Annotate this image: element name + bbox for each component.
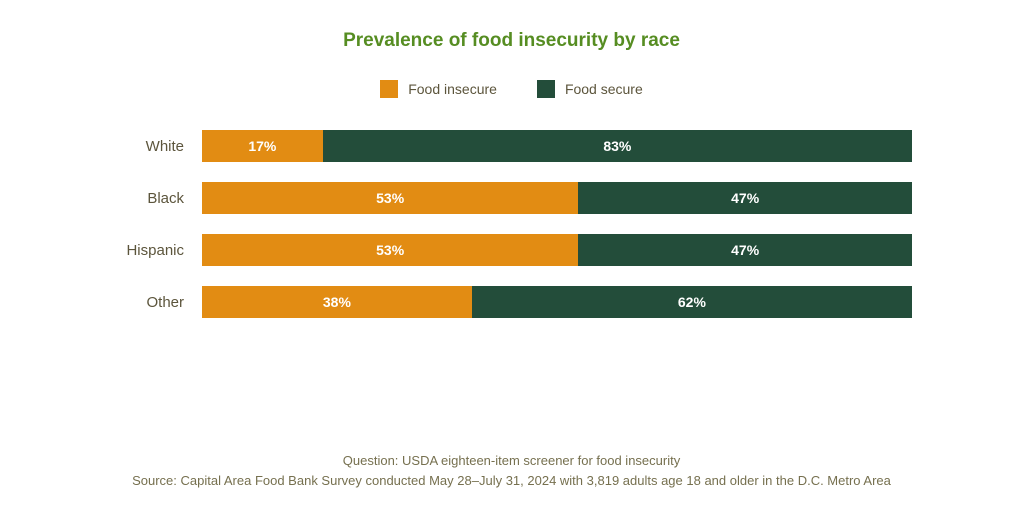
category-label: Hispanic [112, 242, 202, 259]
category-label: Black [112, 190, 202, 207]
chart-container: Prevalence of food insecurity by race Fo… [0, 0, 1023, 526]
bar-row: White 17% 83% [112, 130, 912, 162]
chart-title: Prevalence of food insecurity by race [0, 30, 1023, 52]
bar-segment-insecure: 53% [202, 234, 578, 266]
bar-row: Other 38% 62% [112, 286, 912, 318]
bar-segment-secure: 62% [472, 286, 912, 318]
chart-footer: Question: USDA eighteen-item screener fo… [0, 451, 1023, 490]
legend-label-secure: Food secure [565, 81, 643, 97]
bar-chart: White 17% 83% Black 53% 47% Hispanic 53%… [112, 130, 912, 318]
bar-segment-insecure: 17% [202, 130, 323, 162]
bar: 53% 47% [202, 234, 912, 266]
bar-row: Hispanic 53% 47% [112, 234, 912, 266]
category-label: Other [112, 294, 202, 311]
footer-question: Question: USDA eighteen-item screener fo… [0, 451, 1023, 471]
footer-source: Source: Capital Area Food Bank Survey co… [0, 471, 1023, 491]
category-label: White [112, 138, 202, 155]
legend: Food insecure Food secure [0, 80, 1023, 98]
bar-segment-insecure: 38% [202, 286, 472, 318]
legend-swatch-secure [537, 80, 555, 98]
legend-label-insecure: Food insecure [408, 81, 497, 97]
legend-item-secure: Food secure [537, 80, 643, 98]
bar: 53% 47% [202, 182, 912, 214]
bar-row: Black 53% 47% [112, 182, 912, 214]
bar: 17% 83% [202, 130, 912, 162]
bar-segment-secure: 47% [578, 234, 912, 266]
bar-segment-secure: 83% [323, 130, 912, 162]
bar-segment-insecure: 53% [202, 182, 578, 214]
legend-swatch-insecure [380, 80, 398, 98]
bar-segment-secure: 47% [578, 182, 912, 214]
legend-item-insecure: Food insecure [380, 80, 497, 98]
bar: 38% 62% [202, 286, 912, 318]
